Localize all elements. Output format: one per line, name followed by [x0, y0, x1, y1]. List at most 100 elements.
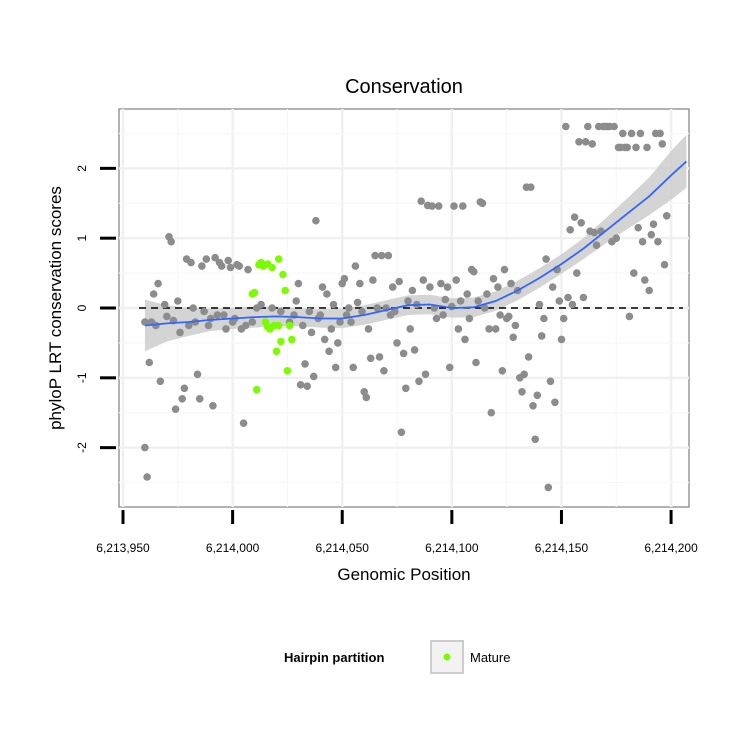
other-point-104 — [399, 349, 408, 358]
other-point-214 — [641, 276, 649, 284]
other-point-51 — [268, 304, 276, 312]
mature-point-11 — [272, 347, 281, 356]
other-point-102 — [395, 277, 404, 286]
other-point-30 — [206, 314, 215, 323]
other-point-148 — [496, 311, 504, 319]
other-point-64 — [312, 216, 320, 225]
other-point-141 — [480, 304, 489, 312]
legend: Hairpin partition Mature — [284, 640, 510, 674]
other-point-75 — [336, 318, 344, 326]
mature-point-9 — [268, 263, 276, 272]
y-tick-label-1: -1 — [75, 372, 89, 383]
other-point-90 — [369, 276, 377, 284]
other-point-120 — [434, 202, 443, 210]
other-point-178 — [562, 122, 570, 131]
other-point-47 — [244, 265, 252, 274]
other-point-10 — [163, 312, 171, 321]
other-point-48 — [248, 318, 257, 326]
other-point-177 — [559, 314, 568, 323]
other-point-183 — [573, 269, 581, 277]
other-point-207 — [625, 312, 634, 321]
other-point-37 — [222, 325, 230, 333]
legend-title: Hairpin partition — [284, 650, 384, 665]
other-point-91 — [371, 251, 379, 260]
other-point-122 — [439, 311, 447, 319]
other-point-26 — [198, 262, 206, 270]
other-point-180 — [566, 226, 574, 234]
other-point-27 — [200, 307, 208, 316]
legend-label-mature: Mature — [470, 650, 510, 665]
other-point-179 — [564, 293, 572, 302]
other-point-129 — [454, 325, 463, 333]
other-point-15 — [174, 297, 182, 305]
y-tick-label-3: 1 — [75, 235, 89, 242]
other-point-188 — [584, 122, 592, 131]
other-point-209 — [630, 269, 638, 277]
other-point-167 — [537, 332, 546, 340]
other-point-25 — [195, 395, 204, 403]
other-point-136 — [470, 267, 478, 276]
other-point-1 — [141, 443, 149, 452]
other-point-168 — [540, 314, 548, 323]
other-point-62 — [307, 328, 316, 337]
mature-point-14 — [279, 270, 287, 279]
x-tick-label-4: 6,214,150 — [535, 541, 589, 555]
other-point-105 — [402, 384, 410, 393]
other-point-81 — [349, 363, 358, 372]
other-point-126 — [448, 302, 456, 311]
other-point-82 — [351, 262, 360, 270]
other-point-147 — [494, 283, 502, 291]
other-point-222 — [658, 140, 667, 148]
other-point-144 — [487, 408, 496, 417]
mature-point-18 — [288, 335, 296, 344]
y-tick-label-0: -2 — [75, 442, 89, 453]
other-point-165 — [533, 391, 542, 400]
other-point-79 — [345, 304, 353, 312]
other-point-117 — [428, 202, 436, 210]
mature-point-16 — [283, 367, 292, 375]
other-point-220 — [654, 237, 662, 246]
other-point-164 — [531, 435, 539, 444]
other-point-127 — [450, 202, 458, 210]
other-point-163 — [529, 402, 537, 410]
other-point-109 — [410, 346, 419, 354]
x-axis: 6,213,950 6,214,000 6,214,050 6,214,100 6,21… — [96, 510, 698, 555]
other-point-60 — [303, 382, 312, 391]
other-point-33 — [213, 311, 222, 319]
other-point-175 — [555, 297, 564, 305]
other-point-153 — [507, 279, 515, 288]
other-point-223 — [660, 260, 669, 269]
mature-point-2 — [252, 385, 261, 394]
mature-point-1 — [250, 288, 259, 297]
other-point-154 — [509, 333, 517, 342]
other-point-145 — [489, 274, 498, 283]
other-point-192 — [592, 241, 601, 249]
other-point-22 — [189, 304, 197, 312]
other-point-133 — [463, 290, 472, 298]
other-point-20 — [185, 321, 193, 330]
grid-lines — [119, 109, 689, 507]
other-point-0 — [141, 318, 149, 326]
other-point-45 — [239, 419, 248, 428]
other-point-24 — [193, 370, 202, 379]
other-point-106 — [404, 297, 412, 305]
other-point-142 — [483, 290, 491, 298]
other-point-159 — [520, 370, 528, 379]
other-point-111 — [415, 377, 423, 386]
other-point-114 — [421, 370, 430, 379]
other-point-63 — [309, 372, 318, 381]
other-point-94 — [377, 251, 386, 260]
other-point-68 — [320, 335, 329, 344]
other-point-125 — [445, 363, 454, 372]
other-point-191 — [590, 228, 599, 237]
other-point-103 — [397, 428, 406, 437]
other-point-85 — [358, 307, 366, 316]
other-point-146 — [491, 325, 500, 333]
other-point-166 — [535, 300, 544, 309]
loess-smooth-line — [144, 160, 688, 327]
mature-point-20 — [263, 323, 272, 331]
other-point-113 — [419, 276, 428, 284]
other-point-134 — [465, 314, 474, 323]
other-point-57 — [296, 381, 305, 389]
other-point-172 — [548, 283, 557, 291]
